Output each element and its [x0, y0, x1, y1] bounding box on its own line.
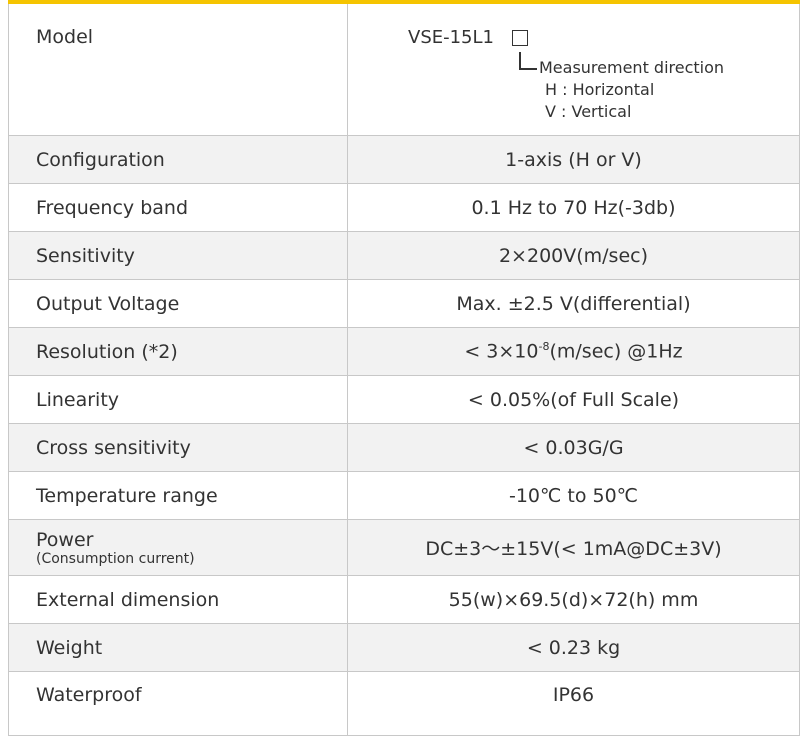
value-cell: 1-axis (H or V) [348, 136, 800, 184]
row-label: Waterproof [36, 684, 142, 706]
row-label: Frequency band [36, 196, 188, 219]
row-label: Weight [36, 636, 103, 659]
top-bar [8, 0, 800, 4]
label-cell: External dimension [8, 576, 348, 624]
row-value: < 0.23 kg [527, 637, 620, 659]
label-cell: Weight [8, 624, 348, 672]
row-label: Cross sensitivity [36, 436, 191, 459]
value-cell: Max. ±2.5 V(differential) [348, 280, 800, 328]
model-code: VSE-15L1 [408, 27, 494, 48]
value-text: 1-axis (H or V) [505, 148, 642, 171]
row-value: < 0.03G/G [523, 437, 623, 459]
row-value: 55(w)×69.5(d)×72(h) mm [449, 589, 699, 611]
value-cell: DC±3～±15V(< 1mA@DC±3V) [348, 520, 800, 576]
value-cell: < 0.03G/G [348, 424, 800, 472]
value-cell: < 0.23 kg [348, 624, 800, 672]
row-label: Output Voltage [36, 292, 180, 315]
value-text: Max. ±2.5 V(differential) [456, 292, 691, 315]
bracket [519, 52, 537, 70]
value-suffix: (m/sec) @1Hz [549, 340, 683, 363]
model-label: Model [36, 26, 94, 48]
row-label: Resolution (*2) [36, 340, 178, 363]
value-text: < 0.05%(of Full Scale) [467, 388, 680, 411]
row-label: External dimension [36, 588, 220, 611]
label-cell: Output Voltage [8, 280, 348, 328]
legend-title: Measurement direction [539, 58, 725, 77]
model-box [512, 30, 528, 46]
value-text: 55(w)×69.5(d)×72(h) mm [448, 588, 699, 611]
row-label: Temperature range [36, 484, 218, 507]
row-value: -10℃ to 50℃ [509, 485, 638, 507]
value-cell: 55(w)×69.5(d)×72(h) mm [348, 576, 800, 624]
row-value: 2×200V(m/sec) [499, 245, 648, 267]
value-cell: -10℃ to 50℃ [348, 472, 800, 520]
row-value: 1-axis (H or V) [505, 149, 642, 171]
value-text: < 0.03G/G [523, 436, 624, 459]
value-text: 2×200V(m/sec) [498, 244, 649, 267]
value-text: DC±3～±15V(< 1mA@DC±3V) [425, 538, 722, 560]
legend-option: V : Vertical [545, 102, 632, 121]
label-cell: Power (Consumption current) [8, 520, 348, 576]
value-text: < 0.23 kg [526, 636, 621, 659]
model-value-cell [348, 4, 800, 136]
label-cell: Cross sensitivity [8, 424, 348, 472]
value-text: < 3×10 [464, 340, 539, 363]
value-text: IP66 [552, 684, 595, 706]
label-cell: Resolution (*2) [8, 328, 348, 376]
value-cell: IP66 [348, 672, 800, 736]
label-cell: Frequency band [8, 184, 348, 232]
row-value: IP66 [553, 684, 594, 706]
value-cell: < 3×10-8(m/sec) @1Hz [348, 328, 800, 376]
row-label: Sensitivity [36, 244, 135, 267]
row-value: DC±3～±15V(< 1mA@DC±3V) [425, 534, 721, 561]
label-cell: Waterproof [8, 672, 348, 736]
row-value: 0.1 Hz to 70 Hz(-3db) [471, 197, 675, 219]
row-value: < 0.05%(of Full Scale) [468, 389, 679, 411]
row-label: Power [36, 528, 94, 551]
row-label-note: (Consumption current) [36, 550, 195, 567]
label-cell: Configuration [8, 136, 348, 184]
row-label: Configuration [36, 148, 165, 171]
value-cell: 2×200V(m/sec) [348, 232, 800, 280]
legend-option: H : Horizontal [545, 80, 655, 99]
row-label: Linearity [36, 388, 120, 411]
row-value: Max. ±2.5 V(differential) [456, 293, 690, 315]
value-text: 0.1 Hz to 70 Hz(-3db) [471, 196, 676, 219]
label-cell: Temperature range [8, 472, 348, 520]
value-cell: 0.1 Hz to 70 Hz(-3db) [348, 184, 800, 232]
model-label-cell: Model [8, 4, 348, 136]
value-superscript: -8 [538, 340, 550, 354]
value-text: -10℃ to 50℃ [508, 484, 639, 507]
value-cell: < 0.05%(of Full Scale) [348, 376, 800, 424]
label-cell: Sensitivity [8, 232, 348, 280]
row-value: < 3×10-8(m/sec) @1Hz [464, 340, 682, 362]
label-cell: Linearity [8, 376, 348, 424]
